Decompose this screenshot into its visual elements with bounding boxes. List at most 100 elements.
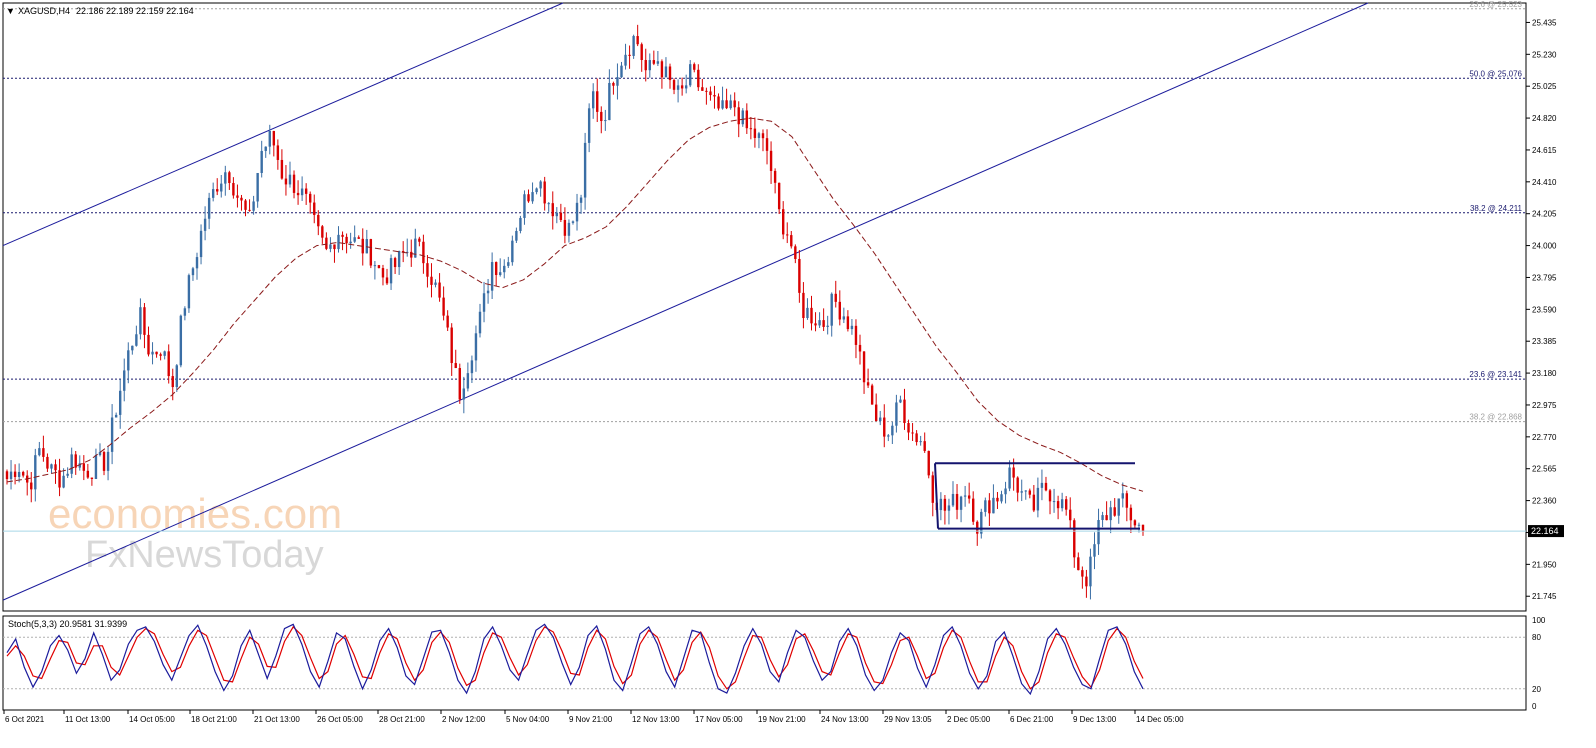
candle-body bbox=[1064, 499, 1068, 510]
candle-body bbox=[733, 100, 736, 108]
candle-body bbox=[555, 212, 559, 217]
candle-body bbox=[1105, 515, 1108, 521]
stoch-tick-label: 100 bbox=[1532, 616, 1546, 625]
moving-average bbox=[6, 117, 1144, 492]
candle-body bbox=[543, 181, 546, 204]
candle-body bbox=[967, 495, 971, 499]
time-axis: 6 Oct 2021 11 Oct 13:00 14 Oct 05:00 18 Oct… bbox=[3, 710, 1184, 724]
candle-body bbox=[438, 282, 441, 298]
candle-body bbox=[891, 425, 894, 436]
candle-body bbox=[579, 197, 583, 203]
candle-body bbox=[604, 120, 607, 122]
y-tick-label: 24.205 bbox=[1532, 210, 1557, 219]
candle-body bbox=[535, 188, 538, 193]
y-tick-label: 25.435 bbox=[1532, 18, 1557, 27]
x-tick-label: 17 Nov 05:00 bbox=[695, 715, 743, 724]
candle-body bbox=[559, 212, 563, 220]
channel-lines bbox=[2, 2, 1369, 601]
candle-body bbox=[575, 202, 579, 222]
candle-body bbox=[110, 417, 114, 452]
candle-body bbox=[90, 477, 94, 479]
candle-body bbox=[458, 368, 461, 400]
candle-body bbox=[252, 201, 255, 211]
stoch-tick-label: 0 bbox=[1532, 702, 1537, 711]
candle-body bbox=[418, 238, 421, 242]
candle-body bbox=[207, 197, 211, 219]
candle-body bbox=[494, 262, 498, 276]
candle-body bbox=[830, 293, 833, 326]
candle-body bbox=[596, 91, 599, 112]
candle-body bbox=[179, 315, 183, 366]
candle-body bbox=[814, 323, 817, 326]
candle-body bbox=[656, 61, 660, 64]
candle-body bbox=[583, 142, 587, 198]
candle-body bbox=[911, 432, 914, 434]
candle-body bbox=[507, 262, 510, 266]
candle-body bbox=[636, 36, 639, 45]
candle-body bbox=[482, 293, 486, 312]
candle-body bbox=[490, 262, 494, 291]
candle-body bbox=[608, 82, 611, 121]
candle-body bbox=[276, 145, 280, 160]
candle-body bbox=[923, 441, 926, 451]
candle-body bbox=[414, 238, 417, 258]
x-tick-label: 26 Oct 05:00 bbox=[317, 715, 363, 724]
candle-body bbox=[959, 496, 963, 510]
candle-body bbox=[1069, 509, 1072, 521]
candle-body bbox=[191, 268, 195, 276]
range-left-edge bbox=[934, 463, 939, 529]
candle-body bbox=[304, 188, 308, 194]
candle-body bbox=[1101, 515, 1104, 520]
candle-body bbox=[325, 237, 328, 249]
candle-body bbox=[684, 85, 688, 89]
candle-body bbox=[810, 307, 813, 324]
y-tick-label: 23.795 bbox=[1532, 273, 1557, 282]
x-tick-label: 18 Oct 21:00 bbox=[191, 715, 237, 724]
candle-body bbox=[442, 297, 445, 316]
candle-body bbox=[648, 60, 651, 71]
candle-body bbox=[288, 174, 292, 185]
candle-body bbox=[806, 307, 809, 319]
candle-body bbox=[939, 498, 943, 511]
candle-body bbox=[903, 399, 906, 424]
candle-body bbox=[689, 64, 692, 86]
y-tick-label: 24.000 bbox=[1532, 242, 1557, 251]
candle-body bbox=[769, 150, 773, 171]
y-tick-label: 21.745 bbox=[1532, 592, 1557, 601]
candle-body bbox=[78, 463, 81, 468]
x-tick-label: 2 Nov 12:00 bbox=[442, 715, 486, 724]
candle-body bbox=[1040, 482, 1044, 488]
candle-body bbox=[349, 241, 352, 244]
x-tick-label: 14 Dec 05:00 bbox=[1136, 715, 1184, 724]
candle-body bbox=[309, 193, 312, 203]
x-tick-label: 5 Nov 04:00 bbox=[506, 715, 550, 724]
fib-label-0: 23.6 @ 25.523 bbox=[1469, 0, 1522, 9]
x-tick-label: 6 Dec 21:00 bbox=[1010, 715, 1054, 724]
candle-body bbox=[600, 111, 603, 122]
candle-body bbox=[652, 60, 656, 64]
chart-menu-icon[interactable]: ▼ bbox=[6, 6, 15, 16]
candle-body bbox=[697, 69, 700, 88]
candle-body bbox=[765, 138, 769, 151]
candle-body bbox=[248, 209, 251, 211]
candle-body bbox=[163, 351, 166, 356]
stoch-tick-label: 80 bbox=[1532, 633, 1541, 642]
candle-body bbox=[519, 217, 522, 231]
candle-body bbox=[410, 251, 413, 258]
candle-body bbox=[114, 414, 118, 418]
ma-line bbox=[6, 117, 1144, 492]
candle-body bbox=[915, 433, 918, 443]
candle-body bbox=[632, 36, 635, 56]
candle-body bbox=[466, 373, 470, 389]
y-tick-label: 25.230 bbox=[1532, 50, 1557, 59]
candle-body bbox=[329, 244, 332, 249]
candle-body bbox=[741, 110, 744, 125]
candle-body bbox=[1113, 507, 1116, 516]
x-tick-label: 28 Oct 21:00 bbox=[379, 715, 425, 724]
x-tick-label: 9 Nov 21:00 bbox=[569, 715, 613, 724]
candle-body bbox=[106, 451, 110, 471]
candle-body bbox=[1000, 494, 1003, 502]
candle-body bbox=[321, 226, 324, 238]
candle-body bbox=[672, 80, 676, 90]
candle-body bbox=[761, 133, 765, 139]
